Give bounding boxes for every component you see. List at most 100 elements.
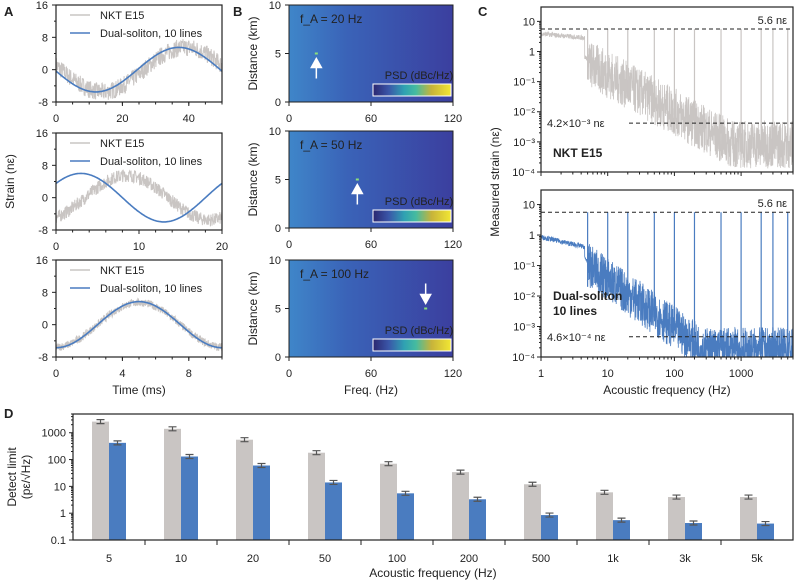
error-bar (312, 450, 321, 456)
bar-nkt (92, 421, 109, 540)
x-tick-label: 0 (53, 368, 59, 380)
x-tick-label: 120 (444, 113, 462, 125)
bar-dual-soliton (685, 523, 702, 540)
x-tick-label: 0 (53, 241, 59, 253)
bar-dual-soliton (757, 523, 774, 540)
y-tick-label: -8 (38, 352, 48, 364)
bar-dual-soliton (181, 456, 198, 540)
arrow-up-icon (351, 182, 364, 205)
error-bar (672, 494, 681, 500)
y-axis-label: Strain (nε) (3, 154, 17, 209)
y-tick-label: 0 (275, 352, 281, 364)
y-tick-label: 1 (529, 230, 535, 242)
x-tick-label: 0 (53, 113, 59, 125)
bar-dual-soliton (397, 493, 414, 540)
bar-nkt (740, 497, 757, 540)
signal-peak-marker (314, 52, 318, 55)
reference-line-label: 5.6 nε (758, 15, 787, 27)
y-tick-label: 10⁻¹ (513, 77, 535, 89)
x-tick-label: 60 (365, 239, 377, 251)
error-bar (617, 517, 626, 523)
plot-frame (540, 6, 794, 173)
bar-dual-soliton (469, 499, 486, 540)
y-tick-label: 10 (269, 0, 281, 12)
x-tick-label: 60 (365, 368, 377, 380)
x-tick-label: 120 (444, 368, 462, 380)
noise-spectrum-line (540, 30, 794, 169)
y-tick-label: 5 (275, 175, 281, 187)
x-tick-label: 20 (216, 241, 228, 253)
bar-nkt (596, 492, 613, 540)
x-tick-label: 1 (538, 368, 544, 380)
signal-peak-marker (424, 307, 428, 310)
x-tick-label: 50 (319, 553, 331, 565)
bar-nkt (452, 472, 469, 540)
y-axis-label: Detect limit (5, 447, 19, 507)
x-tick-label: 100 (665, 368, 683, 380)
dual-soliton-series-line (56, 300, 222, 349)
series-label-dual-soliton: Dual-soliton (553, 289, 622, 303)
error-bar (185, 453, 194, 460)
colorbar (372, 209, 452, 223)
bar-nkt (236, 439, 253, 540)
dual-soliton-series-line (55, 172, 223, 223)
y-axis-unit-label: (pε/√Hz) (19, 455, 33, 500)
error-bar (240, 437, 249, 443)
spectrogram-B3: f_A = 100 Hz PSD (dBc/Hz) 0 5 10 0 60 120 Distan… (246, 255, 462, 397)
y-axis-label: Distance (km) (246, 142, 260, 216)
y-tick-label: 8 (42, 32, 48, 44)
error-bar (168, 426, 177, 432)
y-tick-label: 1 (529, 46, 535, 58)
y-tick-label: 10⁻⁴ (512, 167, 535, 179)
bar-dual-soliton (541, 515, 558, 540)
y-tick-label: 10 (54, 481, 66, 493)
colorbar (372, 338, 452, 352)
x-tick-label: 200 (460, 553, 478, 565)
x-tick-label: 0 (286, 368, 292, 380)
legend-label-nkt: NKT E15 (100, 138, 144, 150)
arrow-down-icon (419, 283, 432, 306)
colorbar (372, 83, 452, 97)
y-tick-label: 10⁻⁴ (512, 352, 535, 364)
error-bar (113, 440, 122, 446)
time-plot-A2: -8 0 8 16 0 10 20 NKT E15 Dual-soliton, 10 lines… (3, 128, 228, 253)
x-tick-label: 40 (183, 113, 195, 125)
error-bar (473, 496, 482, 502)
colorbar-label: PSD (dBc/Hz) (385, 196, 453, 208)
y-axis-label: Distance (km) (246, 271, 260, 345)
y-tick-label: -8 (38, 97, 48, 109)
error-bar (600, 489, 609, 495)
error-bar (96, 419, 105, 425)
x-tick-label: 1000 (729, 368, 753, 380)
error-bar (744, 494, 753, 500)
x-axis-label: Acoustic frequency (Hz) (603, 383, 730, 397)
y-tick-label: 0 (275, 223, 281, 235)
x-axis-label: Acoustic frequency (Hz) (369, 566, 496, 580)
bar-dual-soliton (325, 482, 342, 540)
spectrum-plot-C1: 5.6 nε 4.2×10⁻³ nε 10 1 10⁻¹ 10⁻² 10⁻³ 10⁻⁴ NKT … (512, 6, 794, 179)
error-bar (761, 520, 770, 527)
y-axis-label: Measured strain (nε) (488, 127, 502, 236)
y-tick-label: 10 (269, 255, 281, 267)
bar-nkt (380, 463, 397, 540)
x-tick-label: 5k (751, 553, 763, 565)
y-tick-label: 5 (275, 49, 281, 61)
spectrogram-B1: f_A = 20 Hz PSD (dBc/Hz) 0 5 10 0 60 120 Distanc… (246, 0, 462, 125)
y-tick-label: -8 (38, 225, 48, 237)
series-label-dual-soliton-lines: 10 lines (553, 304, 597, 318)
x-tick-label: 4 (119, 368, 125, 380)
plot-frame (72, 413, 794, 541)
x-tick-label: 10 (133, 241, 145, 253)
y-tick-label: 0 (42, 193, 48, 205)
y-tick-label: 16 (36, 0, 48, 12)
frequency-annotation: f_A = 20 Hz (300, 12, 362, 26)
x-tick-label: 10 (175, 553, 187, 565)
nkt-series-line (55, 297, 223, 352)
x-tick-label: 20 (116, 113, 128, 125)
legend-label-nkt: NKT E15 (100, 10, 144, 22)
y-tick-label: 10 (523, 200, 535, 212)
error-bar (384, 461, 393, 467)
frequency-annotation: f_A = 50 Hz (300, 138, 362, 152)
